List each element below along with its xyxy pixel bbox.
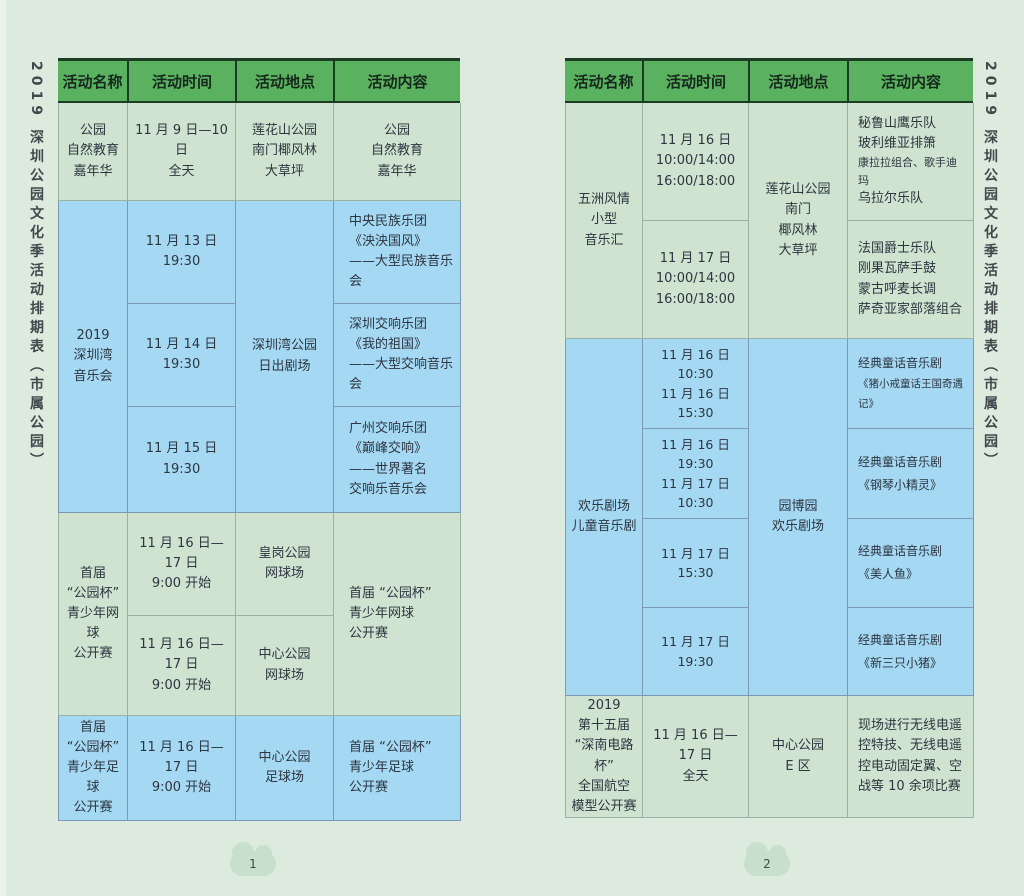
cell-activity-time: 11 月 16 日—17 日 9:00 开始 bbox=[128, 616, 236, 716]
cell-activity-content: 首届 “公园杯” 青少年网球 公开赛 bbox=[334, 513, 461, 716]
content-bands: 乌拉尔乐队 bbox=[858, 191, 924, 207]
column-header-activity-time: 活动时间 bbox=[127, 61, 235, 101]
cell-activity-time: 11 月 13 日 19:30 bbox=[128, 201, 236, 304]
cell-activity-content: 公园 自然教育 嘉年华 bbox=[334, 103, 461, 201]
section-model-aircraft-open: 2019 第十五届 “深南电路杯” 全国航空 模型公开赛 11 月 16 日—1… bbox=[565, 696, 974, 818]
section-youth-football-open: 首届 “公园杯” 青少年足球 公开赛 11 月 16 日—17 日 9:00 开… bbox=[58, 716, 461, 821]
section-world-music-gala: 五洲风情 小型 音乐汇 11 月 16 日 10:00/14:00 16:00/… bbox=[565, 103, 974, 339]
content-bands-small: 康拉拉组合、歌手迪玛 bbox=[858, 155, 957, 187]
cell-activity-content: 广州交响乐团 《巅峰交响》 ——世界著名 交响乐音乐会 bbox=[334, 407, 461, 513]
cell-activity-name: 首届 “公园杯” 青少年足球 公开赛 bbox=[59, 716, 128, 821]
column-header-activity-place: 活动地点 bbox=[235, 61, 333, 101]
cell-activity-place: 中心公园 E 区 bbox=[749, 696, 848, 818]
cell-activity-name: 欢乐剧场 儿童音乐剧 bbox=[566, 339, 643, 696]
cell-activity-time: 11 月 16 日—17 日 9:00 开始 bbox=[128, 716, 236, 821]
section-shenzhen-bay-concert: 2019 深圳湾 音乐会 11 月 13 日 19:30 11 月 14 日 1… bbox=[58, 201, 461, 513]
cell-activity-content: 法国爵士乐队 刚果瓦萨手鼓 蒙古呼麦长调 萨奇亚家部落组合 bbox=[848, 221, 974, 339]
cell-activity-content: 经典童话音乐剧 《猪小戒童话王国奇遇记》 bbox=[848, 339, 974, 429]
cell-activity-time: 11 月 16 日 10:00/14:00 16:00/18:00 bbox=[643, 103, 749, 221]
cell-activity-content: 秘鲁山鹰乐队 玻利维亚排箫 康拉拉组合、歌手迪玛 乌拉尔乐队 bbox=[848, 103, 974, 221]
cell-activity-name: 五洲风情 小型 音乐汇 bbox=[566, 103, 643, 339]
page-number-cloud: 2 bbox=[744, 842, 790, 876]
cell-activity-time: 11 月 16 日—17 日 9:00 开始 bbox=[128, 513, 236, 616]
cell-activity-place: 莲花山公园 南门椰风林 大草坪 bbox=[236, 103, 334, 201]
cell-activity-content: 经典童话音乐剧 《钢琴小精灵》 bbox=[848, 429, 974, 519]
column-header-activity-place: 活动地点 bbox=[748, 61, 847, 101]
cell-activity-name: 公园 自然教育 嘉年华 bbox=[59, 103, 128, 201]
column-header-activity-content: 活动内容 bbox=[847, 61, 973, 101]
column-header-activity-name: 活动名称 bbox=[62, 72, 123, 91]
table-header-row: 活动名称 活动时间 活动地点 活动内容 bbox=[58, 58, 460, 103]
musical-genre: 经典童话音乐剧 bbox=[858, 544, 943, 559]
cell-activity-time: 11 月 17 日 19:30 bbox=[643, 608, 749, 696]
column-header-activity-content: 活动内容 bbox=[333, 61, 460, 101]
musical-genre: 经典童话音乐剧 bbox=[858, 632, 943, 647]
section-youth-tennis-open: 首届 “公园杯” 青少年网球 公开赛 11 月 16 日—17 日 9:00 开… bbox=[58, 513, 461, 716]
cell-activity-place: 深圳湾公园 日出剧场 bbox=[236, 201, 334, 513]
cell-activity-place: 莲花山公园 南门 椰风林 大草坪 bbox=[749, 103, 848, 339]
section-children-musicals: 欢乐剧场 儿童音乐剧 11 月 16 日 10:30 11 月 16 日 15:… bbox=[565, 339, 974, 696]
cell-activity-content: 深圳交响乐团 《我的祖国》 ——大型交响音乐会 bbox=[334, 304, 461, 407]
page-left-edge bbox=[0, 0, 6, 896]
vertical-title-right: 2019 深圳公园文化季活动排期表（市属公园） bbox=[982, 61, 998, 472]
musical-genre: 经典童话音乐剧 bbox=[858, 454, 943, 469]
cell-activity-time: 11 月 16 日 19:30 11 月 17 日 10:30 bbox=[643, 429, 749, 519]
cell-activity-time: 11 月 16 日—17 日 全天 bbox=[643, 696, 749, 818]
vertical-title-left: 2019 深圳公园文化季活动排期表（市属公园） bbox=[28, 61, 44, 472]
musical-genre: 经典童话音乐剧 bbox=[858, 356, 943, 371]
content-bands: 秘鲁山鹰乐队 玻利维亚排箫 bbox=[858, 115, 937, 151]
musical-title: 《美人鱼》 bbox=[858, 567, 919, 581]
cell-activity-content: 首届 “公园杯” 青少年足球 公开赛 bbox=[334, 716, 461, 821]
page-number-cloud: 1 bbox=[230, 842, 276, 876]
cell-activity-place: 中心公园 网球场 bbox=[236, 616, 334, 716]
schedule-table-page-2: 活动名称 活动时间 活动地点 活动内容 五洲风情 小型 音乐汇 11 月 16 … bbox=[565, 58, 974, 818]
cell-activity-time: 11 月 16 日 10:30 11 月 16 日 15:30 bbox=[643, 339, 749, 429]
cell-activity-time: 11 月 9 日—10 日 全天 bbox=[128, 103, 236, 201]
cell-activity-content: 现场进行无线电遥 控特技、无线电遥 控电动固定翼、空 战等 10 余项比赛 bbox=[848, 696, 974, 818]
cell-activity-place: 皇岗公园 网球场 bbox=[236, 513, 334, 616]
cell-activity-name: 2019 第十五届 “深南电路杯” 全国航空 模型公开赛 bbox=[566, 696, 643, 818]
musical-title: 《猪小戒童话王国奇遇记》 bbox=[858, 377, 963, 410]
cell-activity-content: 中央民族乐团 《泱泱国风》 ——大型民族音乐会 bbox=[334, 201, 461, 304]
column-header-activity-name: 活动名称 bbox=[573, 72, 634, 91]
table-header-row: 活动名称 活动时间 活动地点 活动内容 bbox=[565, 58, 973, 103]
musical-title: 《新三只小猪》 bbox=[858, 655, 943, 670]
cell-activity-place: 园博园 欢乐剧场 bbox=[749, 339, 848, 696]
cell-activity-time: 11 月 17 日 15:30 bbox=[643, 519, 749, 608]
cell-activity-name: 2019 深圳湾 音乐会 bbox=[59, 201, 128, 513]
cell-activity-content: 经典童话音乐剧 《新三只小猪》 bbox=[848, 608, 974, 696]
cell-activity-name: 首届 “公园杯” 青少年网球 公开赛 bbox=[59, 513, 128, 716]
section-nature-carnival: 公园 自然教育 嘉年华 11 月 9 日—10 日 全天 莲花山公园 南门椰风林… bbox=[58, 103, 461, 201]
cell-activity-time: 11 月 15 日 19:30 bbox=[128, 407, 236, 513]
cell-activity-time: 11 月 14 日 19:30 bbox=[128, 304, 236, 407]
page-number: 1 bbox=[249, 856, 257, 871]
schedule-table-page-1: 活动名称 活动时间 活动地点 活动内容 公园 自然教育 嘉年华 11 月 9 日… bbox=[58, 58, 461, 821]
cell-activity-place: 中心公园 足球场 bbox=[236, 716, 334, 821]
cell-activity-time: 11 月 17 日 10:00/14:00 16:00/18:00 bbox=[643, 221, 749, 339]
musical-title: 《钢琴小精灵》 bbox=[858, 477, 943, 492]
page-number: 2 bbox=[763, 856, 771, 871]
column-header-activity-time: 活动时间 bbox=[642, 61, 748, 101]
cell-activity-content: 经典童话音乐剧 《美人鱼》 bbox=[848, 519, 974, 608]
